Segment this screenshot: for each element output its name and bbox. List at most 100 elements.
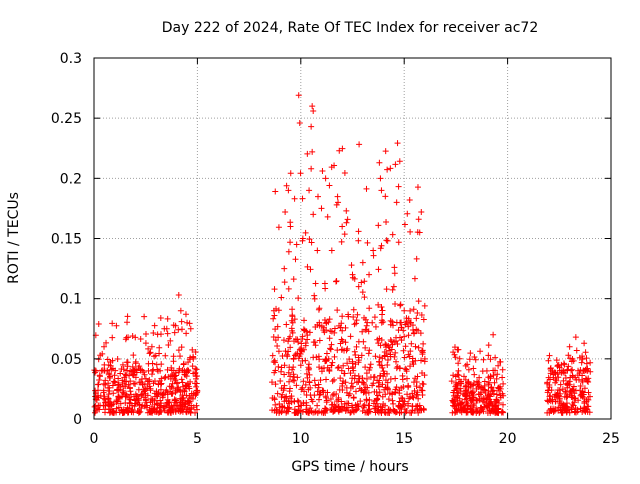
data-point [270, 307, 277, 314]
data-point [162, 373, 169, 380]
data-point [157, 381, 164, 388]
data-point [554, 362, 561, 369]
data-point [331, 353, 338, 360]
data-point [153, 361, 160, 368]
data-point [354, 401, 361, 408]
data-point [302, 340, 309, 347]
data-point [156, 344, 163, 351]
data-point [115, 381, 122, 388]
data-point [415, 344, 422, 351]
data-point [410, 306, 417, 313]
data-point [173, 387, 180, 394]
data-point [567, 355, 574, 362]
data-point [192, 392, 199, 399]
data-point [355, 283, 362, 290]
data-point [381, 349, 388, 356]
data-point [499, 408, 506, 415]
data-point [355, 237, 362, 244]
data-point [327, 345, 334, 352]
data-point [394, 140, 401, 147]
data-point [420, 340, 427, 347]
data-point [141, 313, 148, 320]
data-point [359, 289, 366, 296]
data-point [495, 399, 502, 406]
data-point [320, 324, 327, 331]
data-point [329, 378, 336, 385]
data-point [117, 370, 124, 377]
data-point [410, 330, 417, 337]
data-point [333, 277, 340, 284]
data-point [366, 347, 373, 354]
data-point [355, 228, 362, 235]
y-axis-label: ROTI / TECUs [6, 192, 22, 284]
data-point [571, 409, 578, 416]
data-point [137, 408, 144, 415]
data-point [165, 342, 172, 349]
data-point [120, 366, 127, 373]
data-point [488, 400, 495, 407]
data-point [326, 335, 333, 342]
data-point [338, 238, 345, 245]
data-point [354, 311, 361, 318]
data-point [499, 366, 506, 373]
data-point [569, 386, 576, 393]
data-point [448, 378, 455, 385]
data-point [155, 368, 162, 375]
data-point [395, 239, 402, 246]
data-point [295, 339, 302, 346]
data-point [410, 394, 417, 401]
data-point [159, 392, 166, 399]
data-point [487, 375, 494, 382]
data-point [327, 395, 334, 402]
data-point [161, 374, 168, 381]
data-point [411, 275, 418, 282]
data-point [327, 346, 334, 353]
data-point [281, 279, 288, 286]
data-point [178, 376, 185, 383]
data-point [308, 239, 315, 246]
data-point [493, 375, 500, 382]
data-point [492, 354, 499, 361]
data-point [343, 347, 350, 354]
data-point [358, 352, 365, 359]
data-point [569, 366, 576, 373]
data-point [183, 330, 190, 337]
data-point [371, 388, 378, 395]
data-point [366, 396, 373, 403]
data-point [306, 371, 313, 378]
data-point [295, 295, 302, 302]
data-point [176, 367, 183, 374]
data-point [309, 103, 316, 110]
data-point [299, 357, 306, 364]
data-point [292, 256, 299, 263]
data-point [308, 123, 315, 130]
data-point [467, 350, 474, 357]
data-point [114, 356, 121, 363]
data-point [457, 401, 464, 408]
data-point [407, 228, 414, 235]
data-point [321, 405, 328, 412]
data-point [168, 367, 175, 374]
data-point [312, 342, 319, 349]
data-point [413, 383, 420, 390]
data-point [301, 327, 308, 334]
data-point [146, 350, 153, 357]
data-point [395, 183, 402, 190]
data-point [107, 374, 114, 381]
data-point [573, 347, 580, 354]
data-point [348, 262, 355, 269]
data-point [316, 364, 323, 371]
data-point [96, 377, 103, 384]
data-point [410, 379, 417, 386]
data-point [495, 362, 502, 369]
data-point [370, 247, 377, 254]
data-point [288, 399, 295, 406]
data-point [310, 107, 317, 114]
data-point [389, 390, 396, 397]
data-point [321, 280, 328, 287]
data-point [315, 353, 322, 360]
data-point [192, 373, 199, 380]
data-point [388, 346, 395, 353]
data-point [457, 385, 464, 392]
